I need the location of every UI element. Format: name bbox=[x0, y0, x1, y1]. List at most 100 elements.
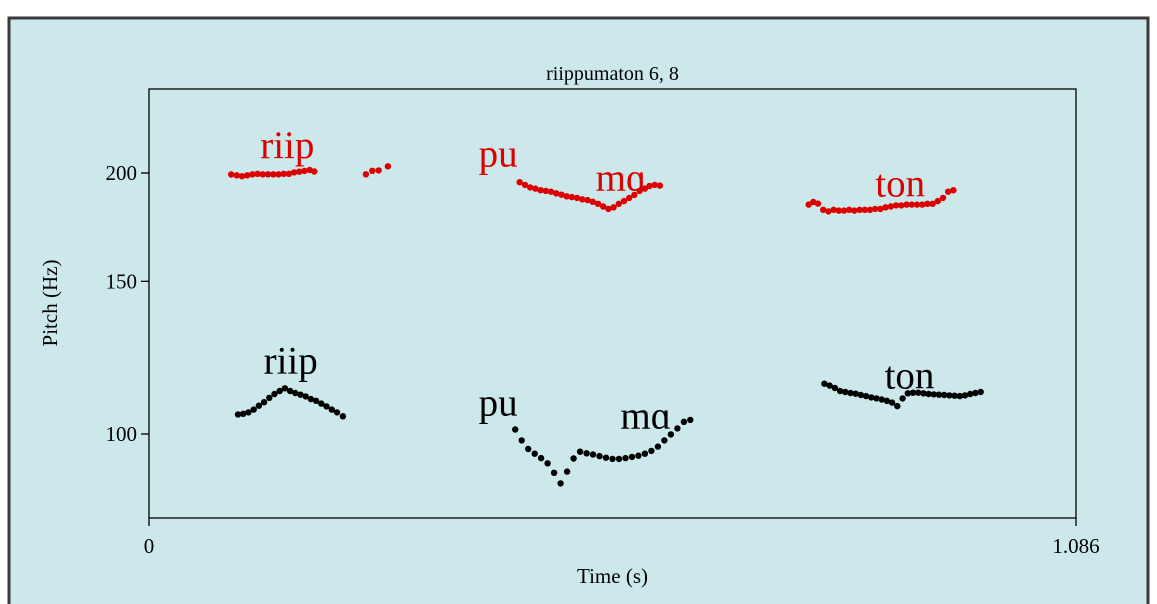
data-point bbox=[610, 204, 617, 211]
data-point bbox=[244, 172, 251, 179]
data-point bbox=[521, 181, 529, 189]
data-point bbox=[583, 450, 590, 457]
data-point bbox=[579, 196, 586, 203]
data-point bbox=[851, 207, 858, 214]
syllable-label: pu bbox=[479, 382, 518, 425]
data-point bbox=[873, 395, 880, 402]
data-point bbox=[615, 200, 622, 207]
data-point bbox=[950, 187, 957, 194]
y-tick-label: 200 bbox=[106, 161, 138, 185]
data-point bbox=[290, 169, 298, 176]
data-point bbox=[915, 389, 922, 396]
data-point bbox=[384, 163, 392, 170]
data-point bbox=[814, 200, 822, 207]
data-point bbox=[892, 202, 900, 209]
data-point bbox=[245, 409, 252, 416]
data-point bbox=[281, 385, 289, 392]
data-point bbox=[687, 416, 694, 424]
data-point bbox=[512, 426, 519, 433]
syllable-label: riip bbox=[260, 124, 314, 167]
data-point bbox=[898, 202, 905, 209]
data-point bbox=[264, 171, 272, 178]
data-point bbox=[631, 191, 638, 199]
data-point bbox=[532, 185, 539, 192]
data-point bbox=[654, 443, 662, 450]
data-point bbox=[301, 167, 308, 175]
data-point bbox=[920, 390, 927, 397]
syllable-label: pu bbox=[479, 133, 518, 176]
syllable-label: ton bbox=[885, 355, 935, 398]
data-point bbox=[527, 184, 534, 191]
data-point bbox=[945, 188, 952, 195]
data-point bbox=[602, 454, 610, 461]
data-point bbox=[872, 205, 879, 213]
data-point bbox=[674, 425, 681, 432]
data-point bbox=[887, 203, 895, 210]
syllable-label: ton bbox=[875, 162, 925, 205]
data-point bbox=[375, 167, 382, 174]
data-point bbox=[626, 194, 633, 202]
data-point bbox=[651, 181, 658, 189]
data-point bbox=[826, 382, 833, 389]
data-point bbox=[831, 384, 839, 392]
data-point bbox=[904, 390, 911, 397]
data-point bbox=[930, 391, 937, 398]
data-point bbox=[935, 391, 943, 398]
data-point bbox=[266, 394, 273, 401]
data-point bbox=[271, 390, 278, 398]
data-point bbox=[661, 437, 668, 444]
data-point bbox=[542, 187, 549, 195]
data-point bbox=[275, 171, 282, 178]
data-point bbox=[525, 445, 532, 453]
data-point bbox=[296, 168, 303, 175]
data-point bbox=[323, 403, 330, 410]
x-axis-label: Time (s) bbox=[577, 564, 648, 588]
data-point bbox=[563, 468, 571, 475]
data-point bbox=[228, 171, 235, 178]
syllable-label: mɑ bbox=[620, 394, 671, 437]
data-point bbox=[641, 450, 649, 457]
data-point bbox=[328, 406, 335, 413]
data-point bbox=[635, 452, 642, 459]
data-point bbox=[333, 409, 341, 416]
data-point bbox=[620, 197, 628, 205]
data-point bbox=[311, 168, 318, 175]
data-point bbox=[369, 167, 376, 174]
data-point bbox=[238, 173, 246, 180]
x-tick-label: 1.086 bbox=[1052, 534, 1099, 558]
data-point bbox=[977, 388, 984, 396]
data-point bbox=[646, 182, 653, 190]
data-point bbox=[842, 388, 849, 396]
data-point bbox=[861, 206, 868, 213]
series-1 bbox=[228, 163, 957, 215]
data-point bbox=[877, 205, 884, 213]
data-point bbox=[919, 201, 926, 208]
syllable-annotations: riip pu mɑ ton riip pu mɑ ton bbox=[260, 124, 934, 437]
data-point bbox=[537, 454, 545, 462]
data-point bbox=[318, 400, 325, 407]
data-point bbox=[570, 455, 577, 462]
data-point bbox=[286, 387, 294, 395]
data-point bbox=[882, 204, 889, 211]
data-point bbox=[531, 450, 538, 457]
data-point bbox=[967, 390, 974, 398]
syllable-label: mɑ bbox=[596, 156, 647, 199]
data-point bbox=[925, 390, 932, 398]
data-point bbox=[576, 448, 584, 455]
plot-area bbox=[148, 88, 1077, 519]
data-point bbox=[929, 200, 936, 207]
data-point bbox=[956, 392, 963, 400]
data-point bbox=[840, 207, 848, 214]
data-point bbox=[589, 451, 597, 458]
data-series bbox=[228, 163, 984, 487]
data-point bbox=[636, 187, 643, 195]
data-point bbox=[868, 394, 875, 401]
data-point bbox=[260, 399, 268, 406]
data-point bbox=[596, 452, 603, 460]
data-point bbox=[240, 410, 247, 417]
data-point bbox=[259, 171, 266, 178]
y-tick-label: 150 bbox=[106, 269, 138, 293]
data-point bbox=[667, 431, 675, 438]
data-point bbox=[862, 392, 870, 400]
